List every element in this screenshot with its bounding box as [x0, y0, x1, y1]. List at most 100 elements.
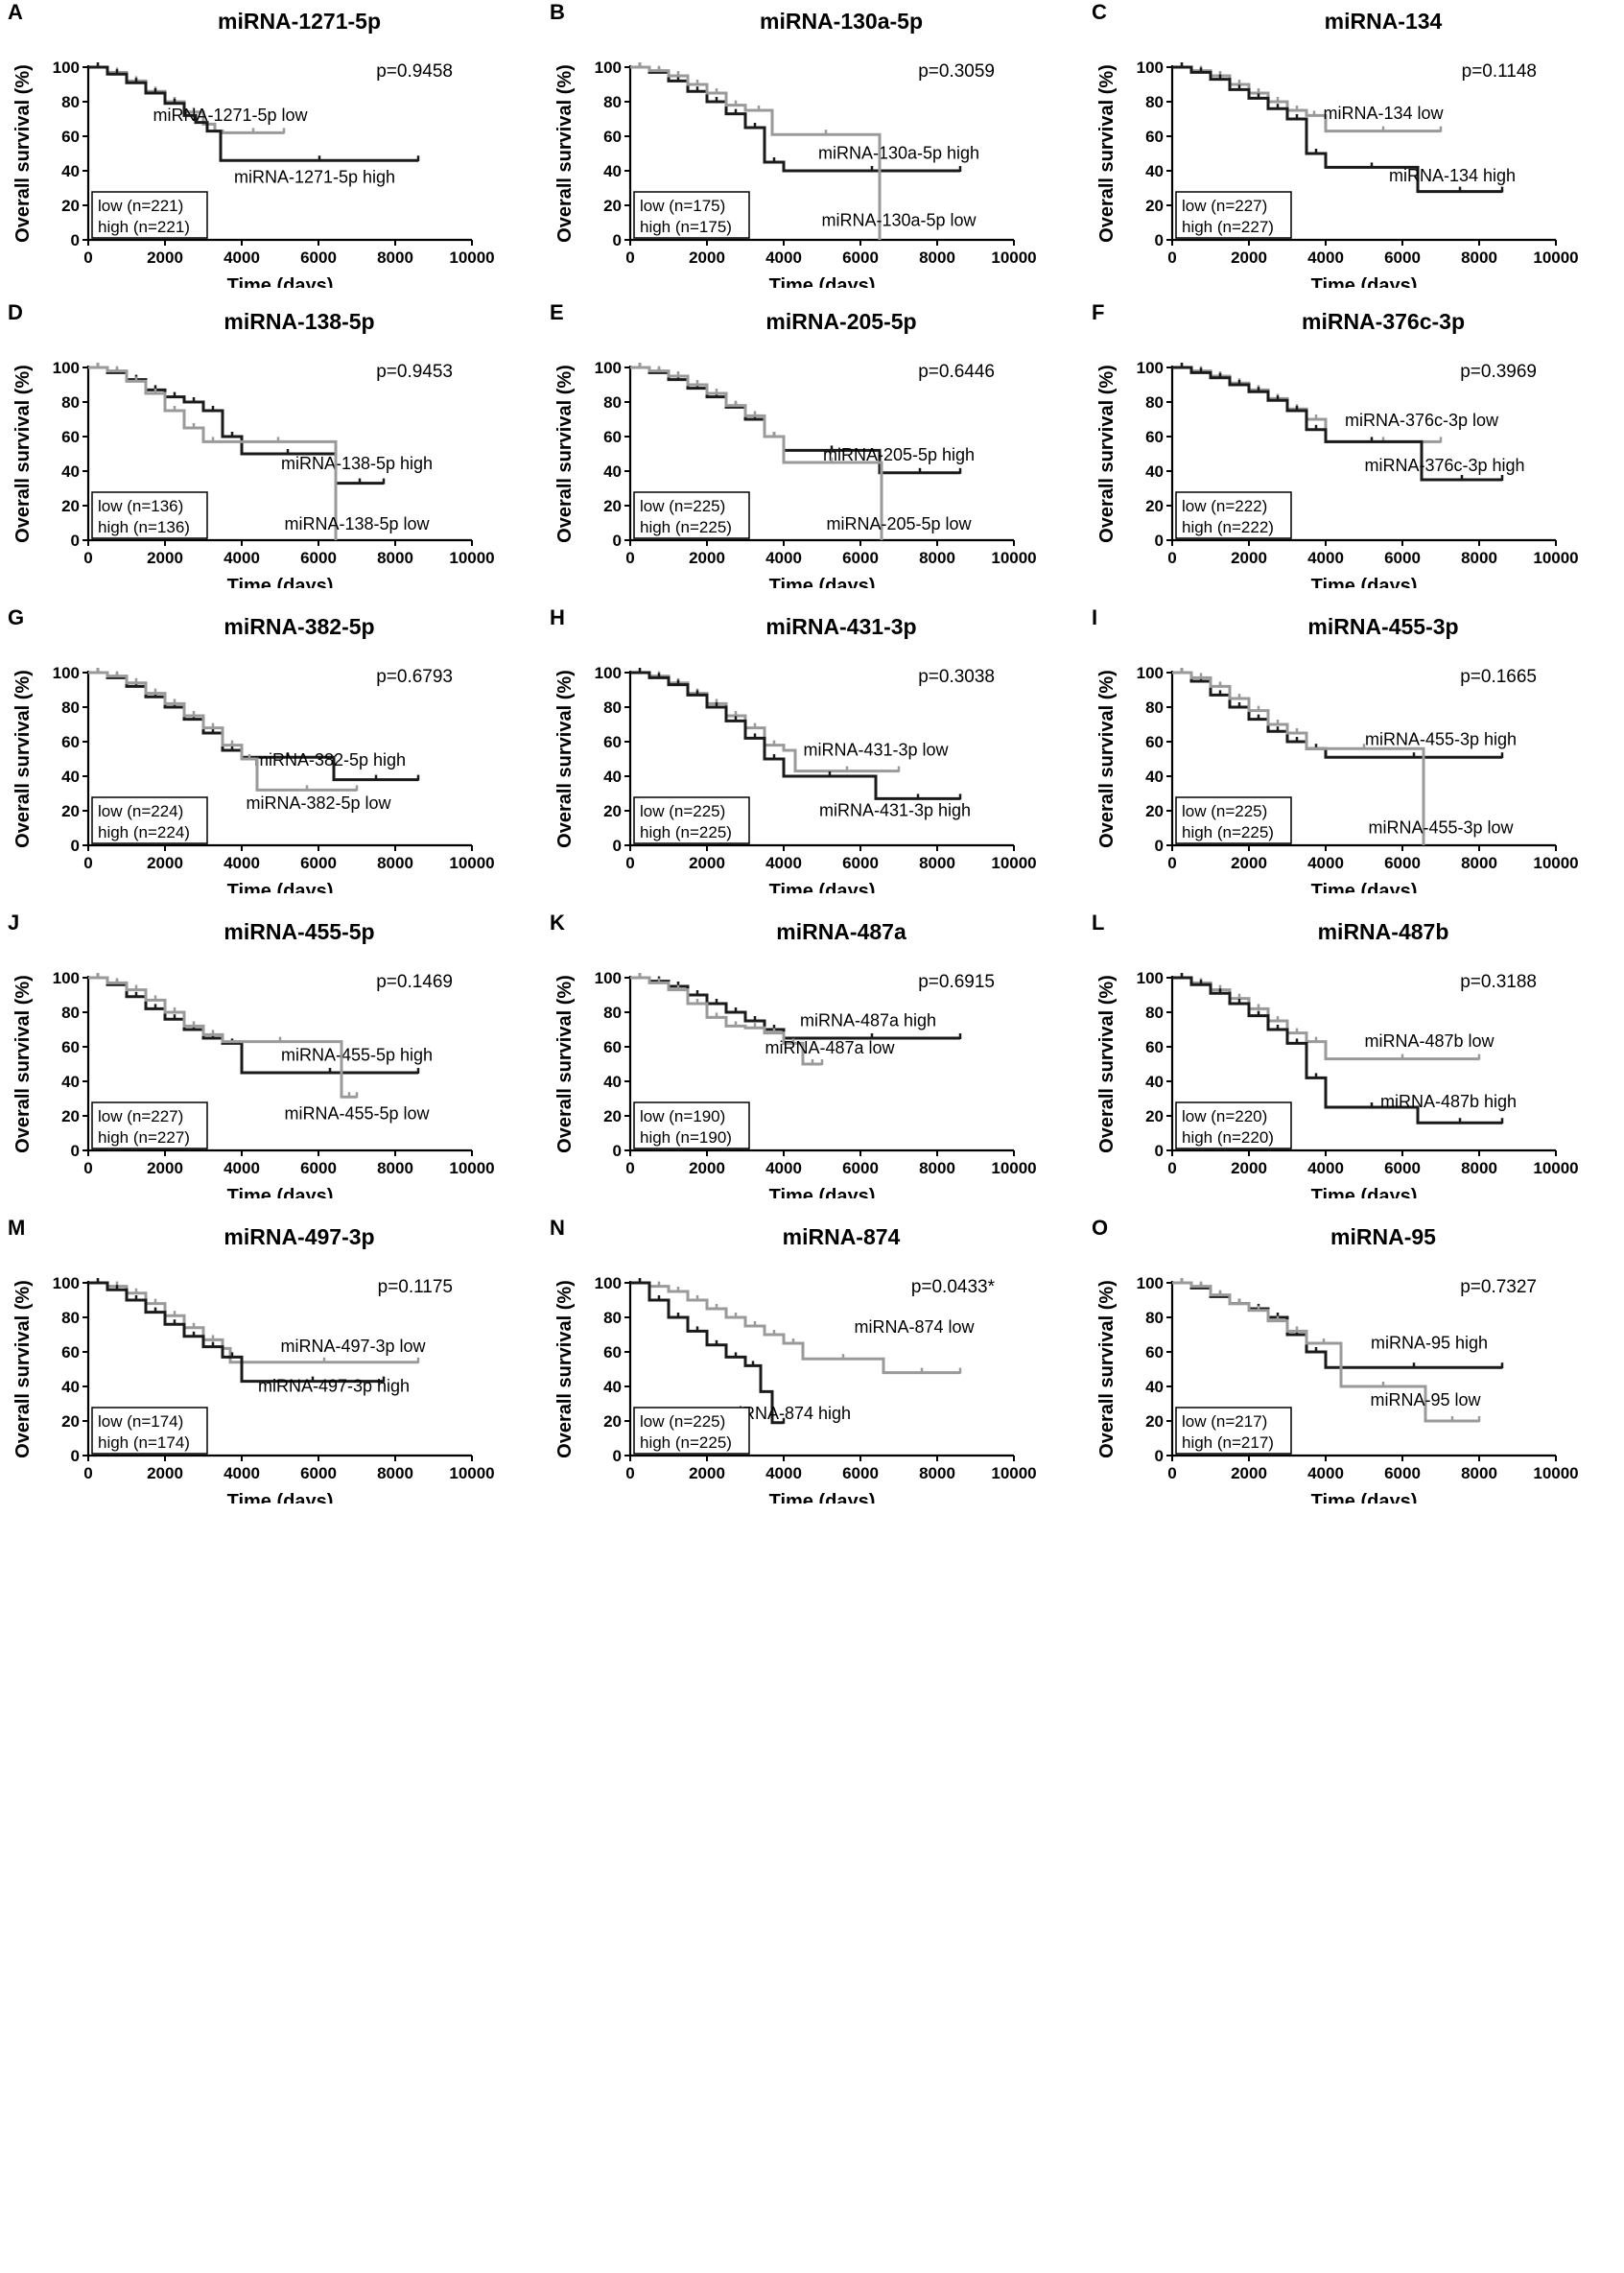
legend-box: [1175, 796, 1292, 844]
y-tick-label: 0: [1155, 1142, 1164, 1160]
y-axis-label: Overall survival (%): [554, 975, 576, 1153]
y-axis-label: Overall survival (%): [1096, 365, 1118, 543]
legend-low: low (n=227): [1182, 197, 1267, 215]
x-tick-label: 2000: [1231, 1464, 1267, 1482]
x-axis-label: Time (days): [1311, 275, 1418, 288]
x-tick-label: 0: [83, 1159, 92, 1177]
x-tick-label: 0: [83, 854, 92, 872]
y-tick-label: 80: [61, 393, 80, 412]
x-tick-label: 6000: [1384, 854, 1421, 872]
series-label-low: miRNA-431-3p low: [803, 740, 949, 759]
y-tick-label: 0: [613, 532, 622, 550]
y-tick-label: 0: [1155, 837, 1164, 855]
p-value: p=0.3059: [918, 61, 995, 82]
y-tick-label: 40: [61, 768, 80, 786]
y-tick-label: 80: [61, 698, 80, 717]
y-axis-label: Overall survival (%): [1096, 64, 1118, 243]
x-tick-label: 0: [625, 1159, 634, 1177]
y-tick-label: 100: [595, 1274, 622, 1292]
series-label-low: miRNA-497-3p low: [280, 1337, 426, 1356]
x-tick-label: 4000: [224, 1464, 260, 1482]
x-tick-label: 4000: [765, 854, 802, 872]
legend-box: [91, 191, 208, 239]
p-value: p=0.0433*: [911, 1277, 996, 1297]
panel-letter: I: [1092, 605, 1097, 629]
chart-title: miRNA-134: [1325, 9, 1443, 34]
y-tick-label: 100: [595, 969, 622, 987]
x-tick-label: 8000: [377, 1464, 413, 1482]
x-axis-label: Time (days): [1311, 576, 1418, 588]
p-value: p=0.7327: [1460, 1277, 1537, 1297]
legend-box: [91, 1101, 208, 1149]
y-tick-label: 40: [603, 768, 622, 786]
x-tick-label: 10000: [449, 549, 494, 567]
panel-letter: B: [550, 0, 565, 24]
legend-low: low (n=225): [640, 497, 725, 515]
x-tick-label: 8000: [919, 854, 955, 872]
x-tick-label: 6000: [300, 549, 337, 567]
y-tick-label: 0: [613, 1142, 622, 1160]
legend-low: low (n=225): [640, 1412, 725, 1431]
legend-box: [91, 491, 208, 539]
series-label-high: miRNA-138-5p high: [281, 454, 433, 473]
legend-box: [633, 191, 750, 239]
survival-curve-high: [1172, 65, 1502, 194]
y-tick-label: 100: [53, 969, 80, 987]
y-tick-label: 100: [1137, 969, 1164, 987]
y-tick-label: 20: [603, 197, 622, 215]
x-tick-label: 10000: [991, 249, 1036, 267]
x-tick-label: 6000: [842, 1159, 879, 1177]
legend-high: high (n=136): [98, 518, 190, 536]
x-tick-label: 2000: [689, 1464, 725, 1482]
x-tick-label: 4000: [1307, 1464, 1344, 1482]
x-tick-label: 4000: [1307, 549, 1344, 567]
x-tick-label: 6000: [1384, 549, 1421, 567]
chart-title: miRNA-138-5p: [224, 309, 374, 334]
y-tick-label: 0: [613, 837, 622, 855]
y-tick-label: 60: [603, 1343, 622, 1361]
y-tick-label: 100: [595, 664, 622, 682]
y-tick-label: 0: [1155, 532, 1164, 550]
x-tick-label: 2000: [689, 854, 725, 872]
y-tick-label: 100: [53, 664, 80, 682]
p-value: p=0.6915: [918, 972, 995, 992]
chart-title: miRNA-455-5p: [224, 919, 374, 944]
y-tick-label: 20: [603, 497, 622, 515]
series-label-high: miRNA-497-3p high: [258, 1376, 410, 1395]
x-axis-label: Time (days): [1311, 881, 1418, 893]
y-tick-label: 20: [603, 1412, 622, 1431]
x-tick-label: 0: [1167, 1464, 1176, 1482]
y-tick-label: 0: [71, 1142, 80, 1160]
y-axis-label: Overall survival (%): [1096, 975, 1118, 1153]
x-tick-label: 2000: [147, 1159, 183, 1177]
legend-box: [1175, 491, 1292, 539]
x-tick-label: 4000: [224, 1159, 260, 1177]
y-tick-label: 40: [61, 1378, 80, 1396]
series-label-low: miRNA-1271-5p low: [153, 106, 308, 125]
legend-box: [91, 1407, 208, 1455]
x-axis-label: Time (days): [769, 881, 876, 893]
legend-box: [633, 796, 750, 844]
legend-high: high (n=227): [98, 1128, 190, 1147]
x-tick-label: 10000: [1533, 249, 1578, 267]
series-label-high: miRNA-455-3p high: [1365, 730, 1517, 749]
x-tick-label: 0: [83, 1464, 92, 1482]
p-value: p=0.1469: [376, 972, 453, 992]
legend-high: high (n=224): [98, 823, 190, 841]
panel-letter: C: [1092, 0, 1107, 24]
y-tick-label: 60: [1145, 428, 1164, 446]
p-value: p=0.6446: [918, 362, 995, 382]
x-axis-label: Time (days): [227, 576, 334, 588]
y-tick-label: 60: [603, 428, 622, 446]
legend-high: high (n=225): [640, 1433, 732, 1452]
survival-curve-low: [1172, 1281, 1479, 1423]
p-value: p=0.1665: [1460, 667, 1537, 687]
p-value: p=0.6793: [376, 667, 453, 687]
x-tick-label: 8000: [1461, 1464, 1497, 1482]
